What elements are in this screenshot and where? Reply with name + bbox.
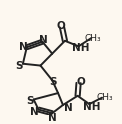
Text: S: S bbox=[49, 77, 57, 87]
Text: N: N bbox=[30, 107, 39, 117]
Text: N: N bbox=[64, 103, 73, 113]
Text: CH₃: CH₃ bbox=[85, 34, 102, 43]
Text: N: N bbox=[39, 35, 48, 45]
Text: S: S bbox=[26, 96, 33, 106]
Text: S: S bbox=[15, 61, 23, 71]
Text: N: N bbox=[48, 113, 57, 123]
Text: NH: NH bbox=[72, 43, 89, 53]
Text: O: O bbox=[57, 21, 65, 31]
Text: CH₃: CH₃ bbox=[97, 93, 113, 102]
Text: O: O bbox=[76, 77, 85, 87]
Text: N: N bbox=[19, 42, 27, 52]
Text: NH: NH bbox=[83, 102, 100, 112]
